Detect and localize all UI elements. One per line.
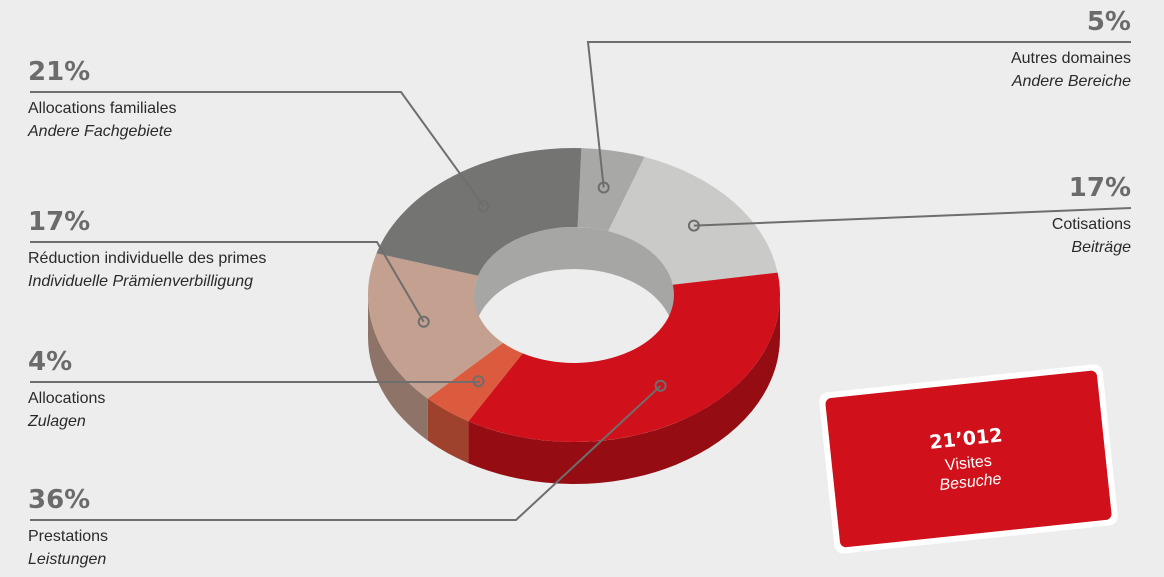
slice-2-label-de: Leistungen [28, 551, 106, 568]
slice-3-value-label: 4% [28, 347, 72, 377]
slice-0-label-de: Andere Bereiche [1011, 73, 1131, 90]
slice-3-leader [30, 381, 480, 382]
slice-0-value-label: 5% [1087, 7, 1131, 37]
slice-0-label-fr: Autres domaines [1011, 50, 1131, 67]
slice-5-value-label: 21% [28, 57, 90, 87]
slice-2-label-fr: Prestations [28, 528, 108, 545]
slice-3-label-fr: Allocations [28, 390, 105, 407]
slice-2-value-label: 36% [28, 485, 90, 515]
slice-4-value-label: 17% [28, 207, 90, 237]
slice-5-label-fr: Allocations familiales [28, 100, 177, 117]
slice-5-label-de: Andere Fachgebiete [27, 123, 172, 140]
slice-3-label-de: Zulagen [27, 413, 86, 430]
slice-1-value-label: 17% [1069, 173, 1131, 203]
slice-4-label-de: Individuelle Prämienverbilligung [28, 273, 253, 290]
slice-1-label-fr: Cotisations [1052, 216, 1131, 233]
slice-1-label-de: Beiträge [1071, 239, 1131, 256]
slice-4-label-fr: Réduction individuelle des primes [28, 250, 266, 267]
visits-badge: 21’012 Visites Besuche [818, 363, 1118, 554]
